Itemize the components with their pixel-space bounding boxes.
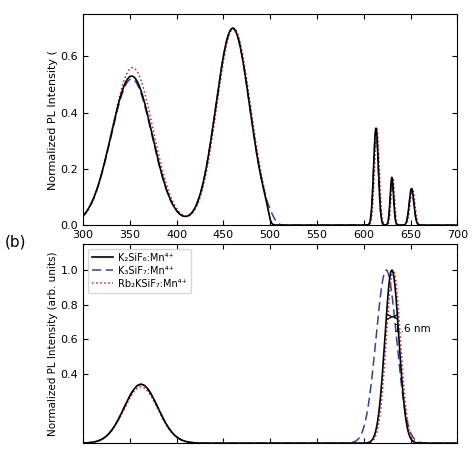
Text: 1.6 nm: 1.6 nm	[394, 324, 431, 334]
Y-axis label: Normalized PL Intensity (: Normalized PL Intensity (	[47, 50, 57, 190]
Y-axis label: Normalized PL Intensity (arb. units): Normalized PL Intensity (arb. units)	[47, 251, 57, 436]
X-axis label: Wavelength (nm): Wavelength (nm)	[216, 246, 324, 258]
Text: (b): (b)	[5, 235, 26, 250]
Legend: K₂SiF₆:Mn⁴⁺, K₃SiF₇:Mn⁴⁺, Rb₂KSiF₇:Mn⁴⁺: K₂SiF₆:Mn⁴⁺, K₃SiF₇:Mn⁴⁺, Rb₂KSiF₇:Mn⁴⁺	[88, 249, 191, 292]
